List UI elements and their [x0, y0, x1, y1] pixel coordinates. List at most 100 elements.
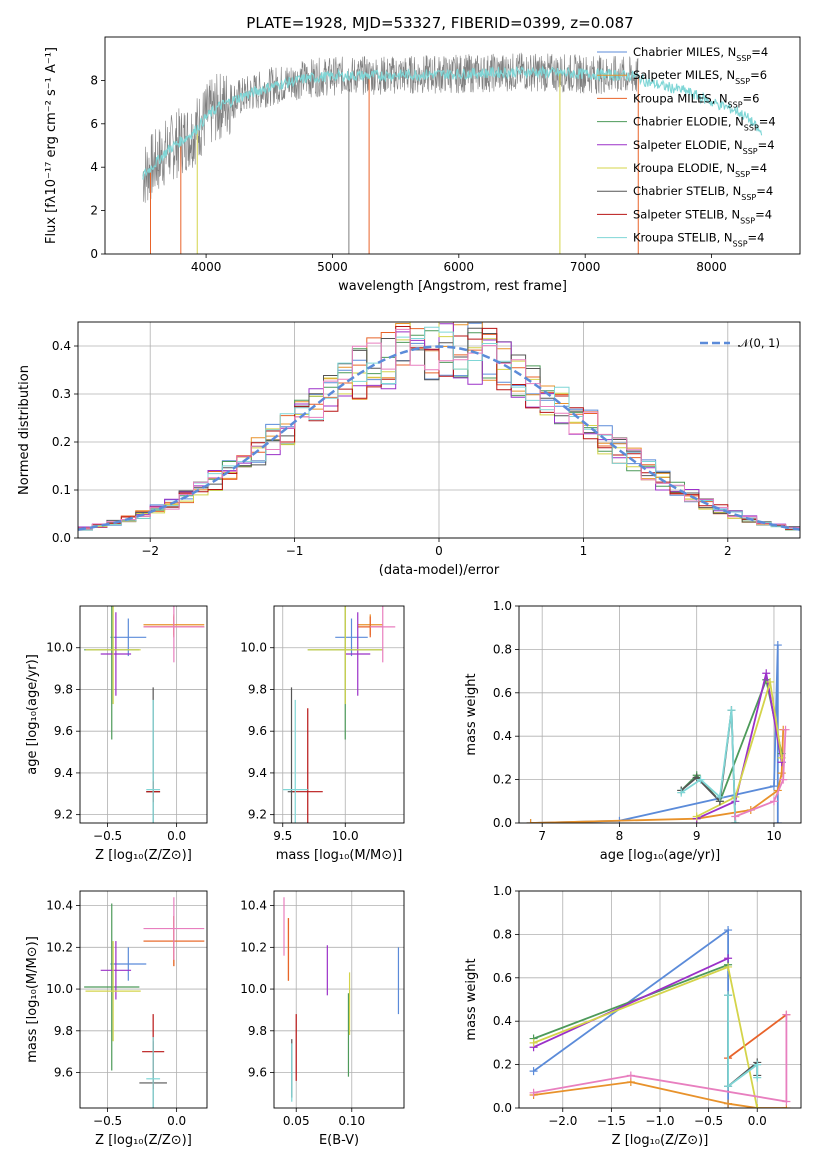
- y-tick-label: 9.8: [54, 682, 73, 696]
- axes-frame: [273, 890, 405, 1109]
- series-point: [724, 954, 733, 963]
- series-point: [753, 1060, 762, 1069]
- x-tick-label: 0.0: [167, 829, 186, 843]
- y-tick-label: 10.2: [240, 940, 267, 954]
- legend-entry: Salpeter ELODIE, NSSP=4: [633, 138, 775, 156]
- x-tick-label: −0.5: [93, 1114, 122, 1128]
- x-tick-label: 4000: [191, 260, 222, 274]
- y-tick-label: 0.4: [52, 339, 71, 353]
- x-axis-label: Z [log₁₀(Z/Z⊙)]: [95, 848, 192, 863]
- y-tick-label: 9.8: [54, 1024, 73, 1038]
- y-tick-label: 0.8: [493, 927, 512, 941]
- series-point: [753, 1104, 762, 1108]
- series-line: [727, 1013, 787, 1059]
- y-tick-label: 10.4: [46, 899, 73, 913]
- series-point: [753, 1073, 762, 1082]
- y-axis-label: age [log₁₀(age/yr)]: [25, 654, 40, 775]
- y-axis-label: mass [log₁₀(M/M⊙)]: [25, 936, 40, 1063]
- y-tick-label: 9.6: [248, 724, 267, 738]
- model-spectrum-line: [142, 65, 763, 180]
- series-point: [724, 991, 733, 1000]
- x-tick-label: 8: [616, 829, 624, 843]
- series-point: [731, 812, 740, 821]
- y-tick-label: 9.2: [54, 808, 73, 822]
- y-tick-label: 10.2: [46, 940, 73, 954]
- series-point: [724, 926, 733, 935]
- y-axis-label: mass weight: [464, 673, 479, 755]
- y-tick-label: 0.2: [493, 1058, 512, 1072]
- x-tick-label: 10: [766, 829, 781, 843]
- plot-area: [529, 926, 791, 1108]
- x-axis-label: Z [log₁₀(Z/Z⊙)]: [612, 1133, 709, 1148]
- y-tick-label: 0.0: [493, 816, 512, 830]
- panel-spectrum: 4000 5000 6000 7000 8000 0 2 4 6 8 wavelength [Ang…: [44, 36, 801, 294]
- x-tick-label: 0: [435, 544, 443, 558]
- y-tick-label: 0.1: [52, 483, 71, 497]
- x-tick-label: 9.5: [273, 829, 292, 843]
- y-tick-label: 0.6: [493, 971, 512, 985]
- axes-frame: [77, 321, 801, 539]
- plot-area: [282, 606, 396, 823]
- x-axis-label: age [log₁₀(age/yr)]: [600, 848, 721, 863]
- x-tick-label: −1.0: [645, 1114, 674, 1128]
- legend: Chabrier MILES, NSSP=4 Salpeter MILES, NS…: [597, 45, 776, 248]
- y-tick-label: 0.3: [52, 387, 71, 401]
- series-point: [782, 1097, 791, 1106]
- series-point: [724, 962, 733, 971]
- legend-entry: Chabrier MILES, NSSP=4: [633, 45, 768, 63]
- y-tick-label: 1.0: [493, 884, 512, 898]
- panel-age_vs_Z: −0.5 0.0 9.2 9.4 9.6 9.8 10.0 Z [log₁₀(Z/Z⊙)] ag…: [25, 605, 208, 863]
- series-line: [533, 1014, 788, 1103]
- x-tick-label: −1: [286, 544, 304, 558]
- y-axis-label: mass weight: [464, 958, 479, 1040]
- x-tick-label: 7000: [570, 260, 601, 274]
- x-tick-label: −2: [141, 544, 159, 558]
- series-line: [530, 729, 785, 823]
- x-tick-label: 2: [724, 544, 732, 558]
- y-tick-label: 9.2: [248, 808, 267, 822]
- x-tick-label: 8000: [696, 260, 727, 274]
- y-tick-label: 0: [90, 247, 98, 261]
- legend-entry: Chabrier STELIB, NSSP=4: [633, 184, 773, 202]
- x-tick-label: −0.5: [93, 829, 122, 843]
- series-point: [626, 1071, 635, 1080]
- series-point: [529, 1038, 538, 1047]
- x-tick-label: 0.0: [748, 1114, 767, 1128]
- series-point: [677, 788, 686, 797]
- axes-frame: [79, 890, 208, 1109]
- figure-title: PLATE=1928, MJD=53327, FIBERID=0399, z=0…: [246, 14, 633, 32]
- series-line: [680, 710, 737, 823]
- series-point: [724, 1082, 733, 1091]
- series-point: [727, 706, 736, 715]
- y-tick-label: 0.4: [493, 729, 512, 743]
- series-point: [526, 819, 535, 823]
- axes-frame: [79, 605, 208, 824]
- panel-mass_vs_Z: −0.5 0.0 9.6 9.8 10.0 10.2 10.4 Z [log₁₀(Z/Z⊙)]…: [25, 890, 208, 1148]
- y-axis-label: Normed distribution: [17, 365, 32, 495]
- plot-area: [283, 897, 400, 1102]
- normal-curve: [78, 345, 800, 531]
- panel-histogram: −2 −1 0 1 2 0.0 0.1 0.2 0.3 0.4 (data-model)/error…: [17, 321, 801, 578]
- legend-entry: Kroupa MILES, NSSP=6: [633, 91, 759, 109]
- plot-area: [526, 641, 790, 823]
- panel-age_vs_mass: 9.5 10.0 9.2 9.4 9.6 9.8 10.0 mass [log₁₀(M/M⊙)…: [240, 605, 405, 863]
- plot-area: [142, 52, 763, 254]
- series-point: [779, 775, 788, 784]
- x-axis-label: Z [log₁₀(Z/Z⊙)]: [95, 1133, 192, 1148]
- series-point: [782, 1010, 791, 1019]
- series-line: [680, 710, 737, 823]
- x-axis-label: mass [log₁₀(M/M⊙)]: [276, 848, 403, 863]
- x-tick-label: 5000: [317, 260, 348, 274]
- y-tick-label: 0.2: [52, 435, 71, 449]
- x-axis-label: E(B-V): [319, 1133, 359, 1148]
- y-tick-label: 2: [90, 204, 98, 218]
- axes-frame: [518, 890, 802, 1109]
- y-tick-label: 9.6: [54, 724, 73, 738]
- series-line: [533, 957, 729, 1049]
- plot-area: [78, 322, 800, 531]
- y-tick-label: 8: [90, 73, 98, 87]
- y-tick-label: 9.8: [248, 1024, 267, 1038]
- x-tick-label: −2.0: [548, 1114, 577, 1128]
- x-tick-label: 0.0: [167, 1114, 186, 1128]
- series-point: [762, 669, 771, 678]
